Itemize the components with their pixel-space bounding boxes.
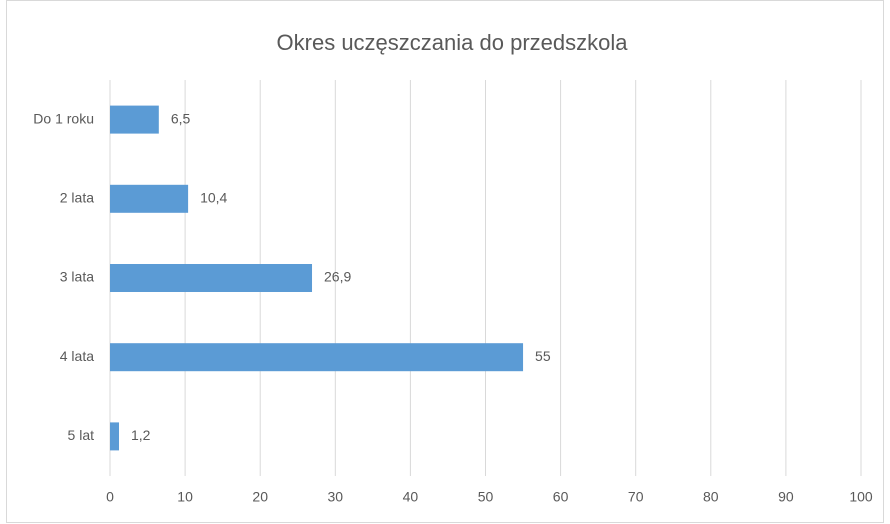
x-tick-label: 90 <box>778 489 794 505</box>
y-tick-label: 3 lata <box>60 269 94 285</box>
x-tick-label: 60 <box>553 489 569 505</box>
x-tick-label: 0 <box>106 489 114 505</box>
x-tick-label: 80 <box>703 489 719 505</box>
y-tick-label: 4 lata <box>60 348 94 364</box>
bar <box>110 422 120 451</box>
x-tick-label: 10 <box>177 489 193 505</box>
bar <box>110 105 159 134</box>
x-tick-label: 100 <box>849 489 873 505</box>
bar <box>110 264 313 292</box>
bar <box>110 184 189 213</box>
data-label: 26,9 <box>324 269 351 285</box>
x-tick-label: 50 <box>478 489 494 505</box>
y-tick-label: 2 lata <box>60 190 94 206</box>
y-tick-label: Do 1 roku <box>33 110 94 126</box>
y-tick-label: 5 lat <box>68 427 95 443</box>
x-tick-label: 30 <box>328 489 344 505</box>
data-label: 1,2 <box>131 427 151 443</box>
bar <box>110 343 524 372</box>
x-tick-label: 20 <box>252 489 268 505</box>
x-tick-label: 70 <box>628 489 644 505</box>
data-label: 6,5 <box>171 110 191 126</box>
chart-border <box>6 0 884 523</box>
data-label: 55 <box>535 348 551 364</box>
x-tick-label: 40 <box>403 489 419 505</box>
chart-title: Okres uczęszczania do przedszkola <box>277 30 629 55</box>
data-label: 10,4 <box>200 190 227 206</box>
